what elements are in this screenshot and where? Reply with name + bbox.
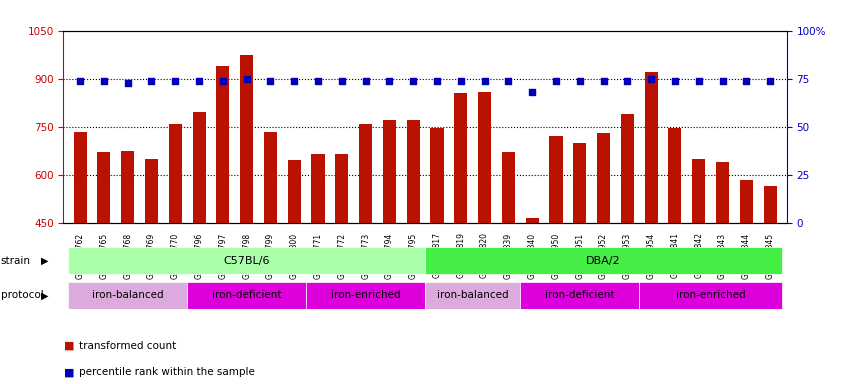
Bar (306, 282, 425, 309)
Point (454, 78, 468, 84)
Bar (383, 120, 396, 223)
Point (311, 78, 325, 84)
Text: ■: ■ (64, 341, 74, 351)
Bar (716, 162, 729, 223)
Point (525, 89, 539, 95)
Text: ▶: ▶ (41, 290, 48, 300)
Point (668, 78, 682, 84)
Text: ■: ■ (64, 367, 74, 377)
Point (763, 78, 777, 84)
Point (288, 78, 301, 84)
Bar (121, 151, 135, 223)
Text: iron-balanced: iron-balanced (437, 290, 508, 300)
Text: ▶: ▶ (41, 256, 48, 266)
Text: C57BL/6: C57BL/6 (223, 256, 270, 266)
Point (431, 78, 444, 84)
Bar (425, 247, 782, 274)
Bar (502, 152, 515, 223)
Text: iron-deficient: iron-deficient (212, 290, 282, 300)
Bar (692, 159, 706, 223)
Point (549, 78, 563, 84)
Point (406, 78, 420, 84)
Bar (168, 124, 182, 223)
Bar (520, 282, 640, 309)
Point (359, 78, 372, 84)
Point (573, 78, 586, 84)
Point (716, 78, 729, 84)
Text: transformed count: transformed count (79, 341, 176, 351)
Point (335, 78, 349, 84)
Bar (645, 72, 657, 223)
Point (192, 78, 206, 84)
Point (168, 78, 182, 84)
Text: iron-enriched: iron-enriched (331, 290, 400, 300)
Text: DBA/2: DBA/2 (586, 256, 621, 266)
Point (692, 78, 706, 84)
Text: iron-balanced: iron-balanced (92, 290, 163, 300)
Bar (74, 131, 86, 223)
Bar (335, 154, 349, 223)
Bar (145, 159, 158, 223)
Bar (454, 93, 467, 223)
Point (74, 78, 87, 84)
Bar (640, 282, 782, 309)
Bar (187, 282, 306, 309)
Bar (193, 113, 206, 223)
Point (145, 78, 158, 84)
Bar (668, 128, 682, 223)
Bar (264, 131, 277, 223)
Point (240, 76, 254, 82)
Point (382, 78, 396, 84)
Bar (597, 133, 610, 223)
Bar (217, 66, 229, 223)
Bar (69, 247, 425, 274)
Point (739, 78, 753, 84)
Text: iron-deficient: iron-deficient (545, 290, 614, 300)
Text: protocol: protocol (1, 290, 44, 300)
Text: percentile rank within the sample: percentile rank within the sample (79, 367, 255, 377)
Bar (425, 282, 520, 309)
Bar (69, 282, 187, 309)
Point (502, 78, 515, 84)
Text: iron-enriched: iron-enriched (676, 290, 745, 300)
Point (621, 78, 634, 84)
Bar (240, 55, 253, 223)
Point (216, 78, 229, 84)
Point (264, 78, 277, 84)
Bar (288, 161, 301, 223)
Bar (574, 143, 586, 223)
Text: strain: strain (1, 256, 30, 266)
Bar (525, 218, 539, 223)
Bar (764, 186, 777, 223)
Point (596, 78, 610, 84)
Bar (407, 120, 420, 223)
Bar (621, 114, 634, 223)
Bar (97, 152, 111, 223)
Bar (431, 128, 443, 223)
Bar (311, 154, 325, 223)
Point (478, 78, 492, 84)
Point (121, 79, 135, 86)
Bar (739, 180, 753, 223)
Point (645, 76, 658, 82)
Point (97, 78, 111, 84)
Bar (549, 136, 563, 223)
Bar (478, 91, 492, 223)
Bar (359, 124, 372, 223)
